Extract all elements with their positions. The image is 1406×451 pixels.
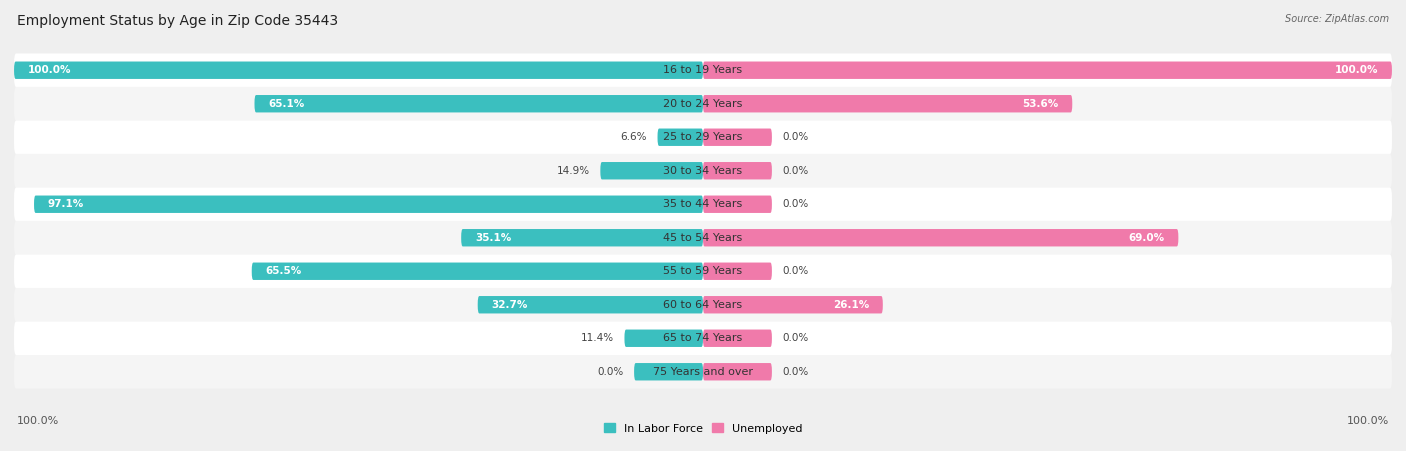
FancyBboxPatch shape <box>703 196 772 213</box>
FancyBboxPatch shape <box>703 61 1392 79</box>
Text: 0.0%: 0.0% <box>782 266 808 276</box>
Legend: In Labor Force, Unemployed: In Labor Force, Unemployed <box>603 423 803 433</box>
Text: 6.6%: 6.6% <box>620 132 647 142</box>
Text: 100.0%: 100.0% <box>17 416 59 426</box>
Text: 100.0%: 100.0% <box>28 65 72 75</box>
Text: 11.4%: 11.4% <box>581 333 614 343</box>
FancyBboxPatch shape <box>703 129 772 146</box>
FancyBboxPatch shape <box>658 129 703 146</box>
Text: 100.0%: 100.0% <box>1347 416 1389 426</box>
Text: 30 to 34 Years: 30 to 34 Years <box>664 166 742 176</box>
Text: 14.9%: 14.9% <box>557 166 591 176</box>
Text: 65.1%: 65.1% <box>269 99 305 109</box>
Text: 97.1%: 97.1% <box>48 199 84 209</box>
FancyBboxPatch shape <box>252 262 703 280</box>
FancyBboxPatch shape <box>14 120 1392 154</box>
Text: 0.0%: 0.0% <box>782 367 808 377</box>
FancyBboxPatch shape <box>703 296 883 313</box>
FancyBboxPatch shape <box>703 262 772 280</box>
Text: 69.0%: 69.0% <box>1129 233 1164 243</box>
Text: Source: ZipAtlas.com: Source: ZipAtlas.com <box>1285 14 1389 23</box>
Text: 16 to 19 Years: 16 to 19 Years <box>664 65 742 75</box>
FancyBboxPatch shape <box>703 229 1178 246</box>
Text: 0.0%: 0.0% <box>782 199 808 209</box>
Text: 32.7%: 32.7% <box>492 300 527 310</box>
FancyBboxPatch shape <box>34 196 703 213</box>
Text: 0.0%: 0.0% <box>598 367 624 377</box>
Text: Employment Status by Age in Zip Code 35443: Employment Status by Age in Zip Code 354… <box>17 14 337 28</box>
FancyBboxPatch shape <box>703 330 772 347</box>
Text: 35.1%: 35.1% <box>475 233 512 243</box>
Text: 26.1%: 26.1% <box>832 300 869 310</box>
FancyBboxPatch shape <box>14 87 1392 120</box>
FancyBboxPatch shape <box>14 54 1392 87</box>
FancyBboxPatch shape <box>14 154 1392 188</box>
FancyBboxPatch shape <box>14 288 1392 322</box>
Text: 60 to 64 Years: 60 to 64 Years <box>664 300 742 310</box>
FancyBboxPatch shape <box>14 322 1392 355</box>
Text: 0.0%: 0.0% <box>782 166 808 176</box>
FancyBboxPatch shape <box>703 95 1073 112</box>
FancyBboxPatch shape <box>703 162 772 179</box>
FancyBboxPatch shape <box>14 61 703 79</box>
Text: 53.6%: 53.6% <box>1022 99 1059 109</box>
FancyBboxPatch shape <box>461 229 703 246</box>
FancyBboxPatch shape <box>14 254 1392 288</box>
Text: 45 to 54 Years: 45 to 54 Years <box>664 233 742 243</box>
Text: 35 to 44 Years: 35 to 44 Years <box>664 199 742 209</box>
FancyBboxPatch shape <box>624 330 703 347</box>
FancyBboxPatch shape <box>634 363 703 381</box>
Text: 55 to 59 Years: 55 to 59 Years <box>664 266 742 276</box>
FancyBboxPatch shape <box>14 221 1392 254</box>
Text: 65.5%: 65.5% <box>266 266 302 276</box>
Text: 100.0%: 100.0% <box>1334 65 1378 75</box>
Text: 20 to 24 Years: 20 to 24 Years <box>664 99 742 109</box>
FancyBboxPatch shape <box>14 355 1392 388</box>
Text: 25 to 29 Years: 25 to 29 Years <box>664 132 742 142</box>
FancyBboxPatch shape <box>600 162 703 179</box>
Text: 65 to 74 Years: 65 to 74 Years <box>664 333 742 343</box>
FancyBboxPatch shape <box>254 95 703 112</box>
Text: 0.0%: 0.0% <box>782 132 808 142</box>
FancyBboxPatch shape <box>14 188 1392 221</box>
FancyBboxPatch shape <box>478 296 703 313</box>
FancyBboxPatch shape <box>703 363 772 381</box>
Text: 75 Years and over: 75 Years and over <box>652 367 754 377</box>
Text: 0.0%: 0.0% <box>782 333 808 343</box>
